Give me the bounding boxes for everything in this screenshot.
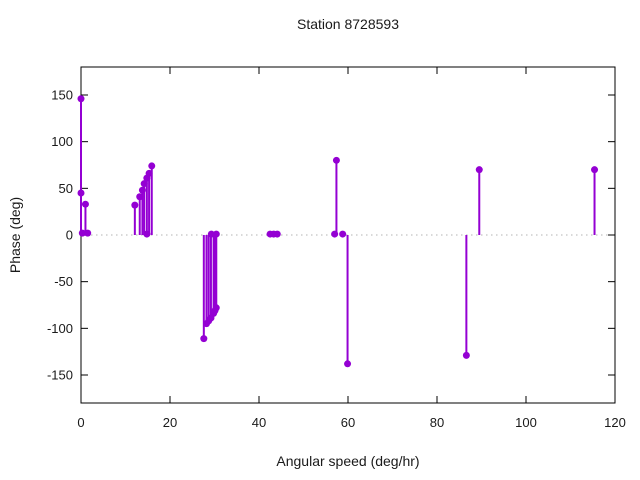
x-tick-label: 60 — [341, 415, 355, 430]
y-tick-label: 50 — [59, 181, 73, 196]
data-point — [273, 230, 281, 238]
data-point — [81, 200, 89, 208]
data-point — [148, 162, 156, 170]
data-point — [136, 193, 144, 201]
chart-title: Station 8728593 — [297, 16, 399, 32]
data-point — [475, 166, 483, 174]
data-point — [138, 186, 146, 194]
x-axis-label: Angular speed (deg/hr) — [276, 453, 420, 469]
y-tick-label: 150 — [51, 88, 73, 103]
x-tick-label: 0 — [77, 415, 84, 430]
y-tick-label: -150 — [47, 368, 73, 383]
data-point — [212, 230, 220, 238]
y-tick-label: 0 — [66, 228, 73, 243]
data-point — [212, 304, 220, 312]
data-point — [140, 180, 148, 188]
y-tick-label: -50 — [54, 274, 73, 289]
x-tick-label: 40 — [252, 415, 266, 430]
data-point — [131, 201, 139, 209]
data-point — [462, 351, 470, 359]
x-tick-label: 120 — [604, 415, 626, 430]
data-point — [143, 230, 151, 238]
data-point — [332, 156, 340, 164]
data-point — [77, 189, 85, 197]
data-point — [207, 230, 215, 238]
data-point — [77, 95, 85, 103]
y-tick-label: 100 — [51, 134, 73, 149]
data-point — [84, 229, 92, 237]
y-axis-label: Phase (deg) — [7, 196, 23, 274]
data-point — [344, 360, 352, 368]
data-point — [339, 230, 347, 238]
data-point — [200, 335, 208, 343]
data-point — [591, 166, 599, 174]
x-tick-label: 20 — [163, 415, 177, 430]
data-point — [78, 229, 86, 237]
y-tick-label: -100 — [47, 321, 73, 336]
data-point — [331, 230, 339, 238]
x-tick-label: 80 — [430, 415, 444, 430]
data-point — [145, 169, 153, 177]
x-tick-label: 100 — [515, 415, 537, 430]
